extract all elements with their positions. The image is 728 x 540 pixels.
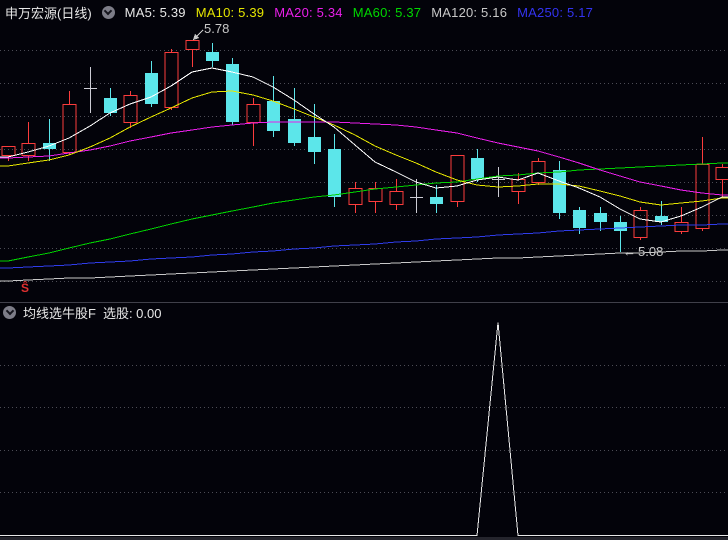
indicator-spike-line <box>0 322 728 536</box>
up-candle-body <box>695 164 710 229</box>
up-candle-body <box>348 188 363 205</box>
ma10-label: MA10: 5.39 <box>195 4 265 20</box>
ma60-label: MA60: 5.37 <box>352 4 422 20</box>
signal-marker: Ŝ <box>21 281 30 295</box>
down-candle-body <box>573 210 586 228</box>
up-candle-body <box>1 146 16 156</box>
up-candle-body <box>185 40 200 50</box>
down-candle-body <box>328 149 341 197</box>
down-candle-body <box>308 137 321 152</box>
ma5-label: MA5: 5.39 <box>124 4 186 20</box>
down-candle-body <box>226 64 239 122</box>
stock-title: 申万宏源(日线) <box>5 5 92 21</box>
ma250-label: MA250: 5.17 <box>517 4 594 20</box>
down-candle-body <box>471 158 484 179</box>
ma120-line <box>0 249 728 282</box>
up-candle-body <box>674 222 689 232</box>
pane-divider <box>0 302 728 303</box>
up-candle-body <box>450 155 465 202</box>
down-candle-body <box>288 119 301 143</box>
up-candle-body <box>123 95 138 123</box>
highest-price-label: 5.78 <box>204 21 230 36</box>
high-annotation-arrowhead <box>193 34 199 40</box>
down-candle-body <box>614 222 627 231</box>
up-candle-body <box>368 188 383 202</box>
ma250-line <box>0 223 728 269</box>
down-candle-body <box>206 52 219 61</box>
price-pane-header: 申万宏源(日线) MA5: 5.39 MA10: 5.39 MA20: 5.34… <box>0 0 728 24</box>
up-candle-body <box>246 104 261 123</box>
up-candle-body <box>633 210 648 238</box>
chevron-down-icon[interactable] <box>101 5 115 19</box>
down-candle-body <box>145 73 158 104</box>
ma20-line <box>0 121 728 196</box>
bottom-frame <box>0 537 728 540</box>
indicator-pane-header: 均线选牛股F 选股: 0.00 <box>0 302 728 322</box>
up-candle-body <box>164 52 179 108</box>
up-candle-body <box>62 104 77 153</box>
ma120-label: MA120: 5.16 <box>431 4 508 20</box>
indicator-title: 均线选牛股F <box>23 305 96 321</box>
ma5-line <box>0 67 728 223</box>
ma20-label: MA20: 5.34 <box>274 4 343 20</box>
left-arrow-icon: ← <box>623 244 636 259</box>
ma60-line <box>0 162 728 262</box>
down-candle-body <box>267 101 280 131</box>
up-candle-body <box>531 161 546 183</box>
down-candle-body <box>655 216 668 222</box>
up-candle-body <box>389 191 404 205</box>
down-candle-body <box>104 98 117 113</box>
indicator-value: 选股: 0.00 <box>102 305 162 321</box>
ma10-line <box>0 90 728 206</box>
up-candle-body <box>715 167 728 180</box>
down-candle-body <box>594 213 607 222</box>
down-candle-body <box>553 170 566 213</box>
down-candle-body <box>430 197 443 204</box>
lowest-price-label: ← 5.08 <box>623 244 664 259</box>
chevron-down-icon[interactable] <box>3 305 16 319</box>
